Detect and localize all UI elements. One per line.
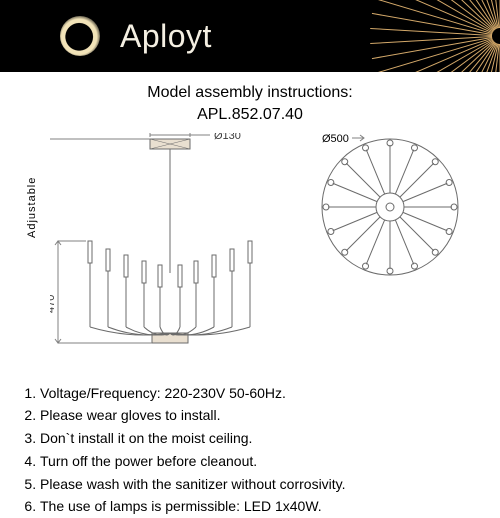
instruction-item: Voltage/Frequency: 220-230V 50-60Hz. [40,383,476,405]
instruction-item: Please wear gloves to install. [40,405,476,427]
top-view [310,125,470,285]
brand-name: Aployt [120,18,212,55]
title-line-1: Model assembly instructions: [147,84,352,101]
doc-title: Model assembly instructions: APL.852.07.… [0,82,500,127]
instruction-item: Don`t install it on the moist ceiling. [40,428,476,450]
model-number: APL.852.07.40 [197,106,303,123]
instruction-list: Voltage/Frequency: 220-230V 50-60Hz.Plea… [0,373,500,518]
svg-text:Ø130: Ø130 [214,133,241,142]
instruction-item: The use of lamps is permissible: LED 1x4… [40,496,476,518]
rays-decoration [350,0,500,72]
diagram-area: Adjustable Ø500 Ø130470 [0,133,500,373]
side-elevation: Ø130 470 [50,133,290,373]
adjustable-label: Adjustable [26,176,38,237]
instruction-item: Please wash with the sanitizer without c… [40,474,476,496]
svg-text:470: 470 [50,294,57,312]
eclipse-icon [60,16,100,56]
brand-header: Aployt [0,0,500,72]
instruction-item: Turn off the power before cleanout. [40,451,476,473]
